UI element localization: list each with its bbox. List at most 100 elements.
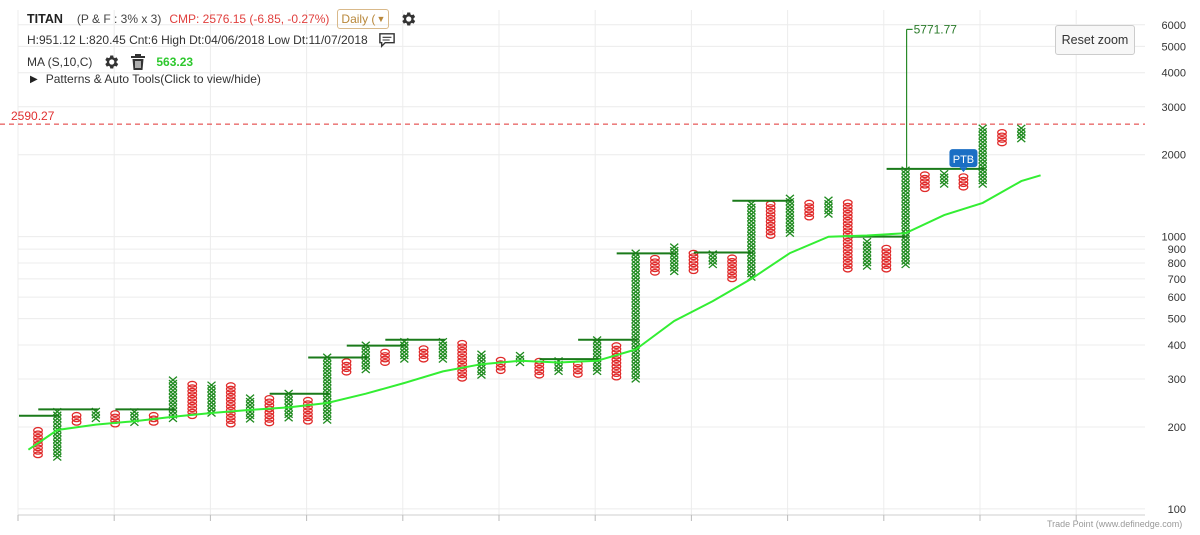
x-box — [477, 371, 486, 380]
x-box — [901, 208, 911, 217]
x-box — [785, 208, 795, 217]
o-box — [302, 407, 313, 415]
patterns-toggle[interactable]: ▶ Patterns & Auto Tools(Click to view/hi… — [30, 72, 261, 86]
x-box — [785, 218, 795, 227]
o-box — [418, 345, 429, 353]
x-box — [1016, 134, 1026, 143]
x-box — [746, 227, 756, 236]
x-box — [669, 260, 679, 269]
x-box — [862, 244, 872, 253]
o-box — [418, 348, 429, 356]
x-box — [746, 217, 756, 226]
x-box — [746, 210, 756, 219]
x-box — [631, 263, 641, 272]
o-box — [958, 176, 969, 184]
o-box — [919, 171, 930, 179]
x-box — [631, 329, 641, 338]
x-box — [631, 322, 641, 331]
o-box — [572, 367, 583, 375]
y-tick-label: 100 — [1168, 504, 1186, 516]
trash-icon[interactable] — [130, 53, 146, 71]
x-box — [824, 196, 833, 205]
comment-icon[interactable] — [378, 32, 396, 48]
x-box — [978, 138, 988, 147]
x-box — [746, 203, 756, 212]
x-box — [824, 210, 833, 219]
x-box — [631, 326, 641, 334]
o-box — [842, 258, 853, 266]
o-box — [727, 254, 738, 262]
y-tick-label: 2000 — [1162, 150, 1186, 162]
play-triangle-icon: ▶ — [30, 73, 38, 85]
x-box — [901, 173, 911, 182]
x-box — [746, 220, 756, 229]
x-box — [361, 362, 371, 370]
o-box — [765, 214, 776, 222]
x-box — [862, 258, 872, 267]
o-box — [650, 268, 660, 276]
x-box — [708, 257, 718, 265]
o-box — [919, 178, 930, 186]
o-box — [187, 405, 198, 413]
o-box — [765, 218, 776, 225]
x-box — [322, 381, 332, 390]
x-box — [901, 215, 911, 223]
o-box — [302, 417, 313, 425]
x-box — [631, 357, 641, 366]
x-box — [322, 409, 332, 417]
x-box — [631, 287, 641, 296]
y-tick-label: 3000 — [1162, 102, 1186, 114]
o-box — [71, 418, 82, 426]
x-box — [631, 350, 641, 359]
ma-gear-icon[interactable] — [102, 53, 120, 71]
x-box — [399, 355, 409, 364]
o-box — [380, 355, 390, 363]
x-box — [592, 343, 602, 351]
o-box — [958, 183, 969, 191]
x-box — [978, 148, 988, 157]
o-box — [225, 382, 236, 390]
x-box — [168, 393, 178, 402]
x-box — [592, 346, 602, 355]
x-box — [862, 237, 872, 246]
o-box — [997, 135, 1007, 143]
x-box — [785, 225, 795, 234]
x-box — [322, 377, 332, 386]
ptb-label: PTB — [953, 154, 974, 166]
o-box — [225, 420, 236, 428]
x-box — [207, 381, 216, 389]
x-box — [322, 367, 332, 376]
o-box — [842, 251, 853, 259]
x-box — [862, 251, 872, 260]
timeframe-select[interactable]: Daily ( ▼ — [337, 9, 390, 29]
x-box — [52, 446, 62, 455]
o-box — [534, 371, 545, 379]
x-box — [592, 339, 602, 348]
o-box — [997, 128, 1007, 136]
x-box — [669, 267, 679, 276]
x-box — [631, 291, 641, 300]
header-row-stats: H:951.12 L:820.45 Cnt:6 High Dt:04/06/20… — [27, 32, 396, 48]
x-box — [631, 315, 641, 324]
cmp-label: CMP: 2576.15 (-6.85, -0.27%) — [169, 12, 330, 26]
patterns-label: Patterns & Auto Tools(Click to view/hide… — [45, 72, 261, 86]
x-box — [631, 368, 641, 376]
y-tick-label: 800 — [1168, 258, 1186, 270]
o-box — [765, 211, 776, 218]
x-box — [978, 145, 988, 154]
x-box — [631, 319, 641, 328]
spike-label: 5771.77 — [914, 22, 958, 36]
o-box — [881, 244, 892, 252]
o-box — [457, 350, 468, 358]
o-box — [225, 413, 236, 421]
o-box — [650, 258, 660, 266]
gear-icon[interactable] — [399, 10, 417, 28]
x-box — [438, 355, 448, 364]
x-box — [631, 266, 641, 275]
o-box — [919, 174, 930, 182]
x-box — [554, 364, 563, 372]
x-box — [978, 155, 988, 164]
x-box — [477, 350, 486, 359]
reset-zoom-button[interactable]: Reset zoom — [1055, 25, 1135, 55]
x-box — [978, 124, 988, 133]
